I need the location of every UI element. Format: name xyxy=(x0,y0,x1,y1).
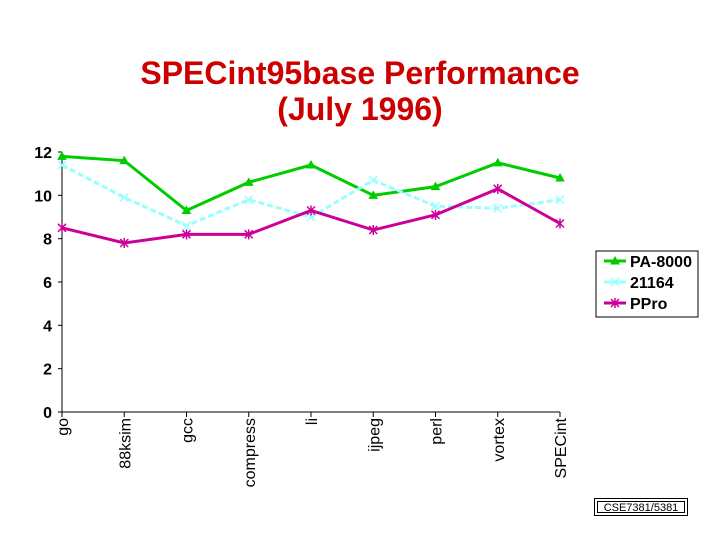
triangle-marker xyxy=(430,181,441,191)
star-marker xyxy=(119,238,129,248)
star-marker xyxy=(57,222,67,233)
x-tick-label: compress xyxy=(242,418,259,487)
chart-title: SPECint95base Performance (July 1996) xyxy=(0,55,720,127)
y-tick-label: 8 xyxy=(43,232,52,249)
triangle-marker xyxy=(119,155,130,165)
course-label-box: CSE7381/5381 xyxy=(594,498,688,516)
x-tick-label: li xyxy=(304,418,321,425)
legend-label-PA-8000: PA-8000 xyxy=(630,254,692,271)
triangle-marker xyxy=(181,205,192,214)
y-tick-label: 12 xyxy=(34,145,52,162)
triangle-marker xyxy=(555,172,565,182)
x-marker xyxy=(555,195,565,205)
x-tick-label: 88ksim xyxy=(117,418,134,469)
x-tick-label: gcc xyxy=(180,418,197,443)
chart-title-line1: SPECint95base Performance xyxy=(140,55,580,91)
y-tick-label: 6 xyxy=(43,275,52,292)
triangle-marker xyxy=(57,151,67,160)
x-marker xyxy=(244,195,254,205)
x-marker xyxy=(119,192,129,203)
x-marker xyxy=(306,212,316,222)
x-marker xyxy=(368,175,378,185)
star-marker xyxy=(306,205,316,216)
course-label: CSE7381/5381 xyxy=(597,501,685,514)
triangle-marker xyxy=(243,177,254,186)
chart-title-line2: (July 1996) xyxy=(277,91,443,127)
x-tick-label: go xyxy=(55,418,72,436)
triangle-marker xyxy=(368,190,379,199)
legend-label-PPro: PPro xyxy=(630,296,668,313)
star-marker xyxy=(493,183,503,194)
star-marker xyxy=(555,218,565,229)
star-marker xyxy=(181,229,192,240)
x-tick-label: ijpeg xyxy=(366,418,383,452)
star-marker xyxy=(244,229,254,240)
x-tick-label: vortex xyxy=(491,418,508,462)
y-tick-label: 4 xyxy=(43,318,52,335)
x-marker xyxy=(493,203,503,213)
star-marker xyxy=(368,225,378,235)
triangle-marker xyxy=(492,157,503,167)
x-marker xyxy=(57,160,67,170)
x-marker xyxy=(181,221,192,231)
y-tick-label: 2 xyxy=(43,362,52,379)
y-tick-label: 0 xyxy=(43,405,52,422)
star-marker xyxy=(430,209,441,220)
triangle-marker xyxy=(610,255,620,265)
x-tick-label: perl xyxy=(429,418,446,445)
x-marker xyxy=(610,277,620,287)
x-marker xyxy=(430,201,441,211)
x-tick-label: SPECint xyxy=(553,417,570,478)
y-tick-label: 10 xyxy=(34,188,52,205)
triangle-marker xyxy=(306,159,316,169)
star-marker xyxy=(610,298,620,308)
legend-label-21164: 21164 xyxy=(630,275,674,292)
